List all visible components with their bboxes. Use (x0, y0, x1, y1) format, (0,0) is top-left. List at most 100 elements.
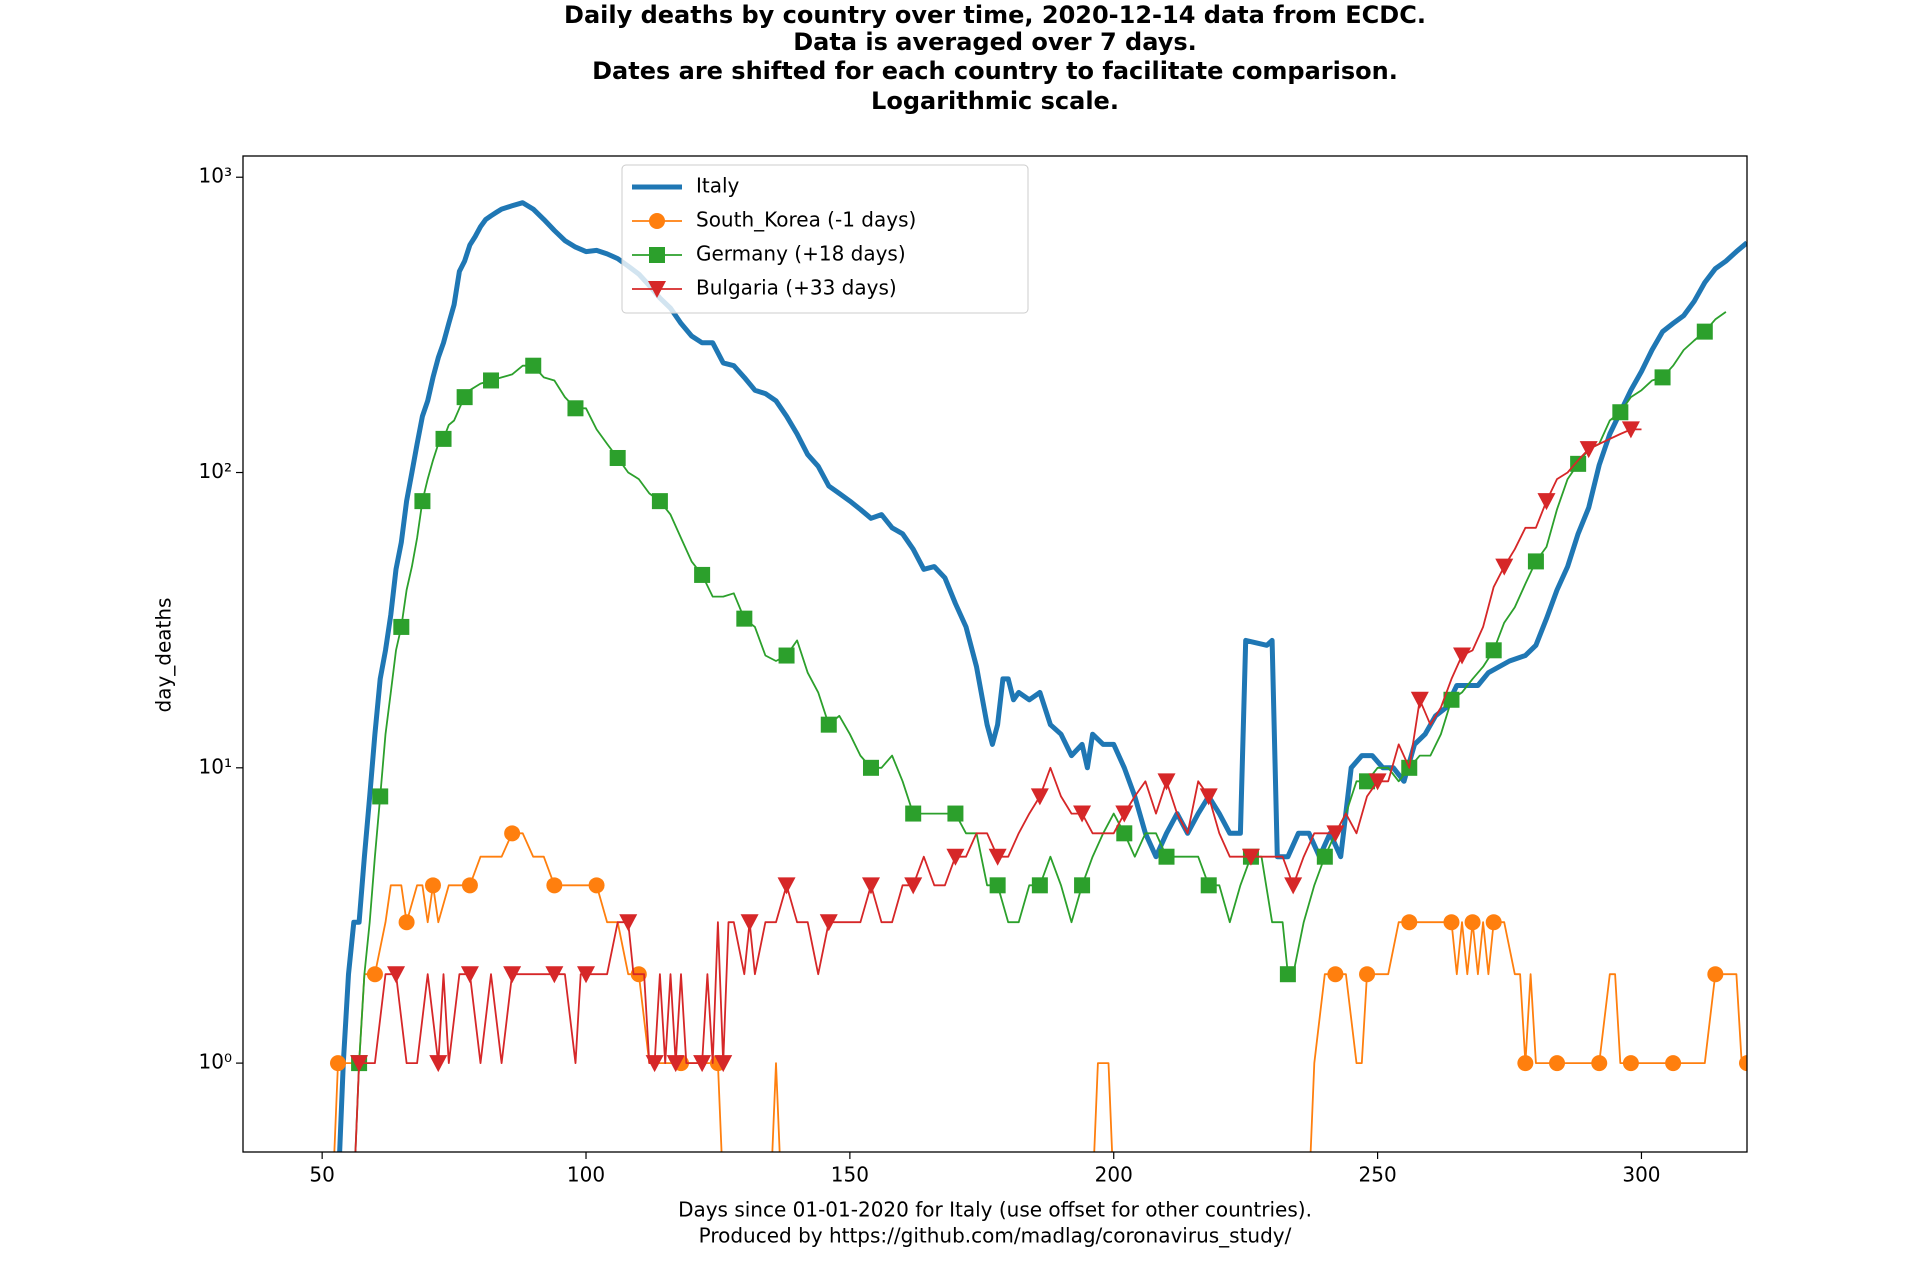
marker (456, 389, 473, 406)
marker (1031, 877, 1048, 894)
marker (1654, 369, 1671, 386)
marker (694, 566, 711, 583)
marker (1326, 825, 1345, 843)
marker (1665, 1055, 1682, 1072)
marker (1464, 914, 1481, 931)
marker (1116, 825, 1133, 842)
x-tick-label: 150 (831, 1163, 869, 1187)
marker (649, 247, 665, 263)
marker (1527, 553, 1544, 570)
marker (736, 610, 753, 627)
marker (1485, 914, 1502, 931)
marker (820, 716, 837, 733)
marker (1200, 877, 1217, 894)
marker (366, 966, 383, 983)
plot-area (329, 200, 1747, 1152)
y-tick-label: 10¹ (199, 754, 232, 778)
marker (1279, 966, 1296, 983)
marker (1549, 1055, 1566, 1072)
marker (577, 966, 596, 984)
marker (778, 647, 795, 664)
marker (740, 914, 759, 932)
y-tick-label: 10³ (199, 164, 232, 188)
axes-frame (242, 155, 1748, 1153)
marker (988, 848, 1007, 866)
marker (1579, 441, 1598, 459)
marker (545, 966, 564, 984)
marker (1612, 404, 1629, 421)
x-tick-label: 300 (1622, 1163, 1660, 1187)
marker (393, 618, 410, 635)
marker (1537, 493, 1556, 511)
y-tick-label: 10⁰ (199, 1050, 232, 1074)
marker (414, 493, 431, 510)
marker (504, 825, 521, 842)
marker (1030, 788, 1049, 806)
marker (1316, 848, 1333, 865)
marker (1707, 966, 1724, 983)
y-tick-label: 10² (199, 459, 232, 483)
marker (1284, 877, 1303, 895)
x-tick-label: 250 (1359, 1163, 1397, 1187)
marker (461, 877, 478, 894)
marker (1115, 805, 1134, 823)
marker (1443, 691, 1460, 708)
y-axis-label: day_deaths (152, 598, 176, 713)
marker (567, 400, 584, 417)
marker (693, 1055, 712, 1073)
marker (1621, 421, 1640, 439)
marker (1073, 805, 1092, 823)
chart-title: Dates are shifted for each country to fa… (592, 57, 1398, 85)
marker (1495, 558, 1514, 576)
marker (435, 430, 452, 447)
marker (819, 914, 838, 932)
legend-box (621, 164, 1029, 314)
marker (1241, 848, 1260, 866)
marker (1622, 1055, 1639, 1072)
series-line (354, 311, 1727, 1152)
marker (1696, 323, 1713, 340)
x-tick-label: 50 (309, 1163, 334, 1187)
marker (429, 1055, 448, 1073)
x-axis-label: Days since 01-01-2020 for Italy (use off… (678, 1198, 1312, 1222)
marker (1739, 1055, 1747, 1072)
marker (905, 805, 922, 822)
marker (861, 877, 880, 895)
marker (1453, 647, 1472, 665)
marker (946, 848, 965, 866)
legend-label: Italy (696, 174, 740, 198)
marker (329, 1055, 346, 1072)
marker (424, 877, 441, 894)
legend: Italy South_Korea (-1 days) Germany (+18 d… (621, 164, 1029, 314)
marker (1443, 914, 1460, 931)
marker (503, 966, 522, 984)
marker (387, 966, 406, 984)
marker (1591, 1055, 1608, 1072)
legend-label: South_Korea (-1 days) (696, 208, 916, 232)
chart-title: Data is averaged over 7 days. (793, 28, 1197, 56)
legend-label: Germany (+18 days) (696, 242, 906, 266)
marker (648, 281, 666, 298)
marker (1158, 848, 1175, 865)
marker (1485, 642, 1502, 659)
marker (483, 372, 500, 389)
marker (666, 1055, 685, 1073)
marker (460, 966, 479, 984)
marker (350, 1055, 369, 1073)
marker (1199, 788, 1218, 806)
marker (1401, 914, 1418, 931)
chart-title: Daily deaths by country over time, 2020-… (564, 1, 1426, 29)
marker (1327, 966, 1344, 983)
marker (609, 449, 626, 466)
marker (1517, 1055, 1534, 1072)
marker (372, 788, 389, 805)
marker (645, 1055, 664, 1073)
marker (546, 877, 563, 894)
chart-title: Logarithmic scale. (871, 87, 1119, 115)
marker (398, 914, 415, 931)
marker (777, 877, 796, 895)
marker (1570, 455, 1587, 472)
marker (714, 1055, 733, 1073)
marker (1410, 691, 1429, 709)
